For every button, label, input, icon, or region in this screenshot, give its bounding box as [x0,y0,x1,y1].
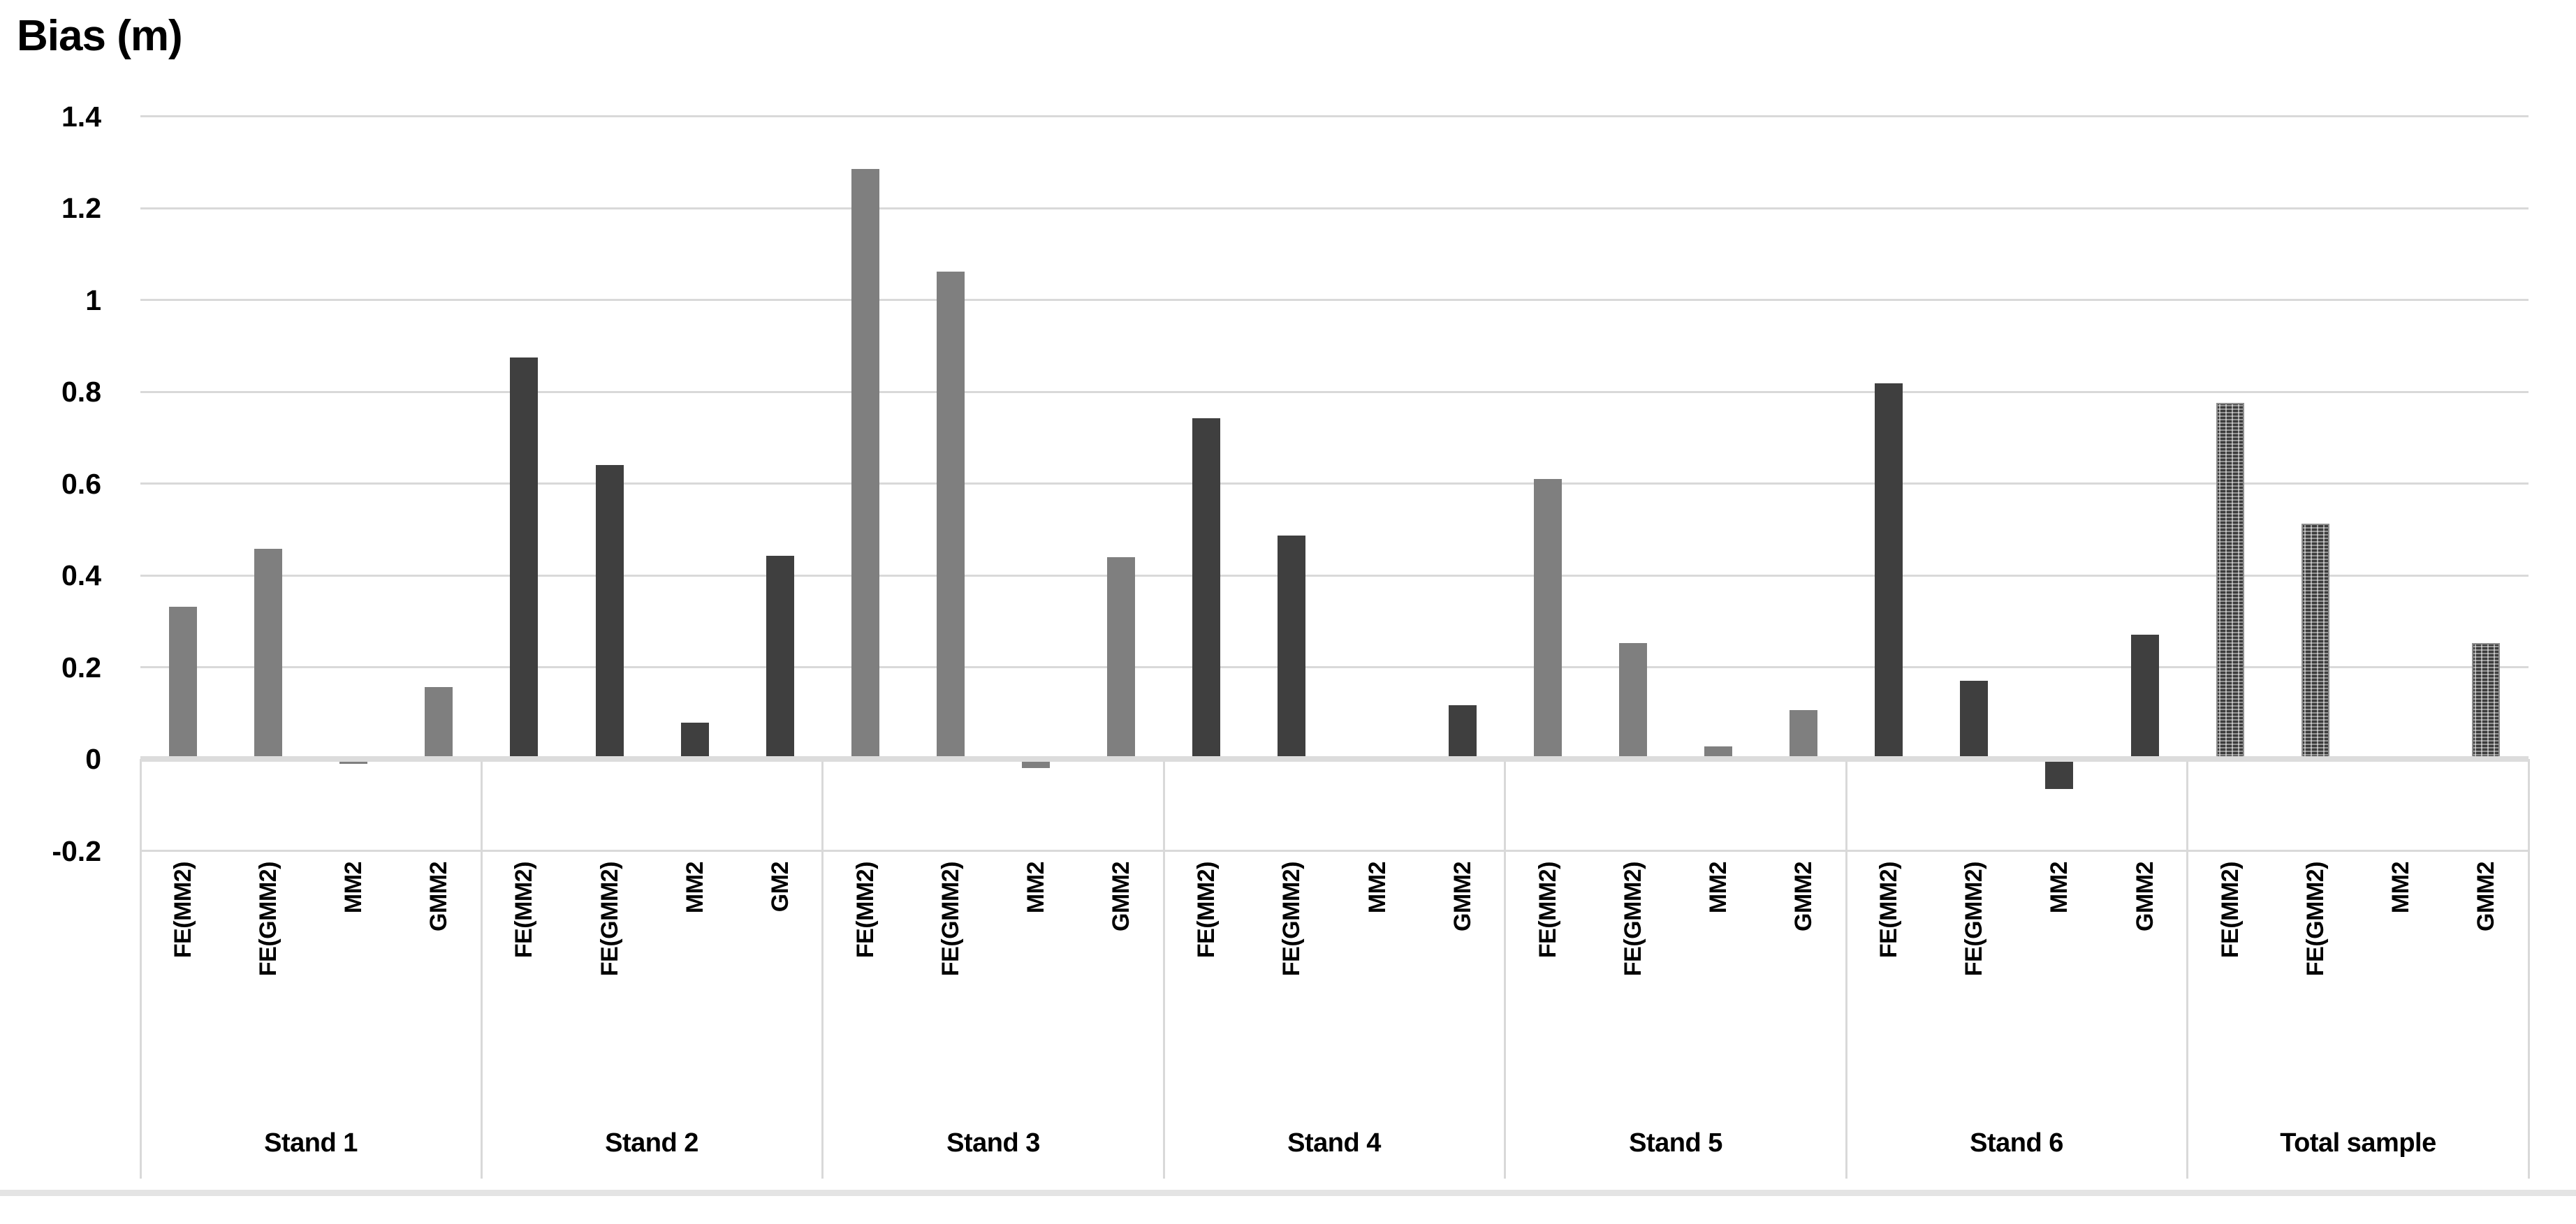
group-label: Stand 5 [1629,1128,1722,1158]
y-tick-label: 1.4 [61,101,101,133]
bar-stand-5-gmm2 [1790,710,1817,759]
bar-stand-6-femm2 [1875,383,1903,759]
group-label: Stand 6 [1970,1128,2063,1158]
bar-category-label: MM2 [2046,862,2072,914]
bar-category-label: FE(MM2) [170,862,196,959]
y-tick-label: 1 [85,284,101,316]
group-divider [1845,759,1847,1179]
group-label: Total sample [2280,1128,2436,1158]
bar-category-label: FE(GMM2) [597,862,623,977]
bar-stand-1-fegmm2 [254,549,282,759]
bar-stand-4-gmm2 [1449,705,1477,759]
y-tick-label: 1.2 [61,192,101,224]
y-tick-label: 0.8 [61,376,101,408]
bar-category-label: FE(MM2) [511,862,537,959]
y-tick-label: -0.2 [52,835,101,867]
bar-category-label: FE(GMM2) [2302,862,2329,977]
group-divider [2528,759,2530,1179]
bar-category-label: MM2 [2387,862,2414,914]
bar-stand-1-femm2 [169,607,197,759]
y-tick-label: 0 [85,743,101,775]
chart-title: Bias (m) [17,12,183,60]
bar-category-label: FE(MM2) [852,862,879,959]
gridline [140,115,2529,117]
bar-stand-6-fegmm2 [1960,681,1988,759]
bar-category-label: FE(GMM2) [1961,862,1987,977]
gridline [140,850,2529,852]
group-label: Stand 2 [605,1128,698,1158]
bar-category-label: GMM2 [2473,862,2499,931]
bar-stand-4-femm2 [1192,418,1220,759]
bar-stand-5-femm2 [1534,479,1562,759]
bottom-rule [0,1190,2576,1196]
bar-category-label: MM2 [1023,862,1049,914]
bar-category-label: FE(MM2) [2217,862,2244,959]
bar-stand-1-gmm2 [425,687,453,759]
bar-total-sample-gmm2 [2472,643,2500,759]
bar-stand-2-femm2 [510,357,538,759]
group-label: Stand 1 [264,1128,358,1158]
bar-category-label: FE(GMM2) [937,862,964,977]
bar-category-label: FE(GMM2) [1278,862,1305,977]
bar-stand-2-mm2 [681,723,709,759]
gridline [140,575,2529,577]
group-divider [140,759,142,1179]
gridline [140,482,2529,485]
bar-category-label: GM2 [767,862,793,913]
group-label: Stand 4 [1287,1128,1381,1158]
bar-stand-3-fegmm2 [937,272,965,759]
y-tick-label: 0.6 [61,468,101,500]
bar-category-label: GMM2 [2132,862,2158,931]
bar-category-label: MM2 [1705,862,1732,914]
bar-category-label: FE(GMM2) [255,862,281,977]
bar-stand-6-mm2 [2045,759,2073,789]
group-divider [821,759,824,1179]
group-label: Stand 3 [946,1128,1040,1158]
group-divider [1163,759,1165,1179]
bar-category-label: FE(MM2) [1875,862,1902,959]
bar-stand-3-gmm2 [1107,557,1135,759]
bar-category-label: GMM2 [1108,862,1134,931]
group-divider [2186,759,2188,1179]
bar-category-label: GMM2 [1790,862,1817,931]
bar-total-sample-fegmm2 [2301,524,2329,759]
bar-stand-4-fegmm2 [1278,536,1305,759]
bar-category-label: FE(MM2) [1193,862,1220,959]
group-divider [481,759,483,1179]
bar-stand-5-mm2 [1704,746,1732,759]
bar-stand-6-gmm2 [2131,635,2159,759]
bar-category-label: FE(GMM2) [1620,862,1646,977]
bar-category-label: FE(MM2) [1535,862,1561,959]
bar-category-label: MM2 [1364,862,1391,914]
group-divider [1504,759,1506,1179]
bar-stand-2-fegmm2 [596,465,624,759]
bar-stand-2-gm2 [766,556,794,759]
bar-stand-3-femm2 [851,169,879,759]
bar-total-sample-femm2 [2216,403,2244,759]
gridline [140,299,2529,301]
bar-category-label: MM2 [682,862,708,914]
zero-gridline [140,756,2529,762]
y-tick-label: 0.4 [61,559,101,591]
gridline [140,207,2529,209]
bar-category-label: GMM2 [425,862,452,931]
y-tick-label: 0.2 [61,651,101,684]
gridline [140,391,2529,393]
bar-category-label: MM2 [340,862,367,914]
bar-category-label: GMM2 [1449,862,1476,931]
bar-stand-5-fegmm2 [1619,643,1647,759]
gridline [140,666,2529,668]
